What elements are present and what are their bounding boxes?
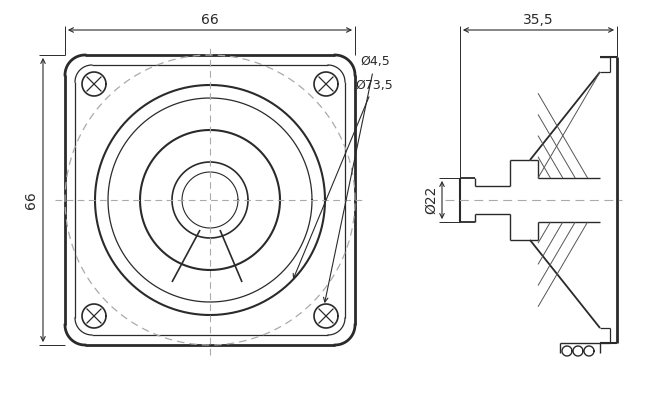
Text: 66: 66 (24, 191, 38, 209)
Text: 35,5: 35,5 (523, 13, 554, 27)
Text: Ø73,5: Ø73,5 (293, 79, 393, 278)
Text: Ø4,5: Ø4,5 (324, 55, 390, 302)
Text: Ø22: Ø22 (424, 186, 438, 214)
Text: 66: 66 (201, 13, 219, 27)
